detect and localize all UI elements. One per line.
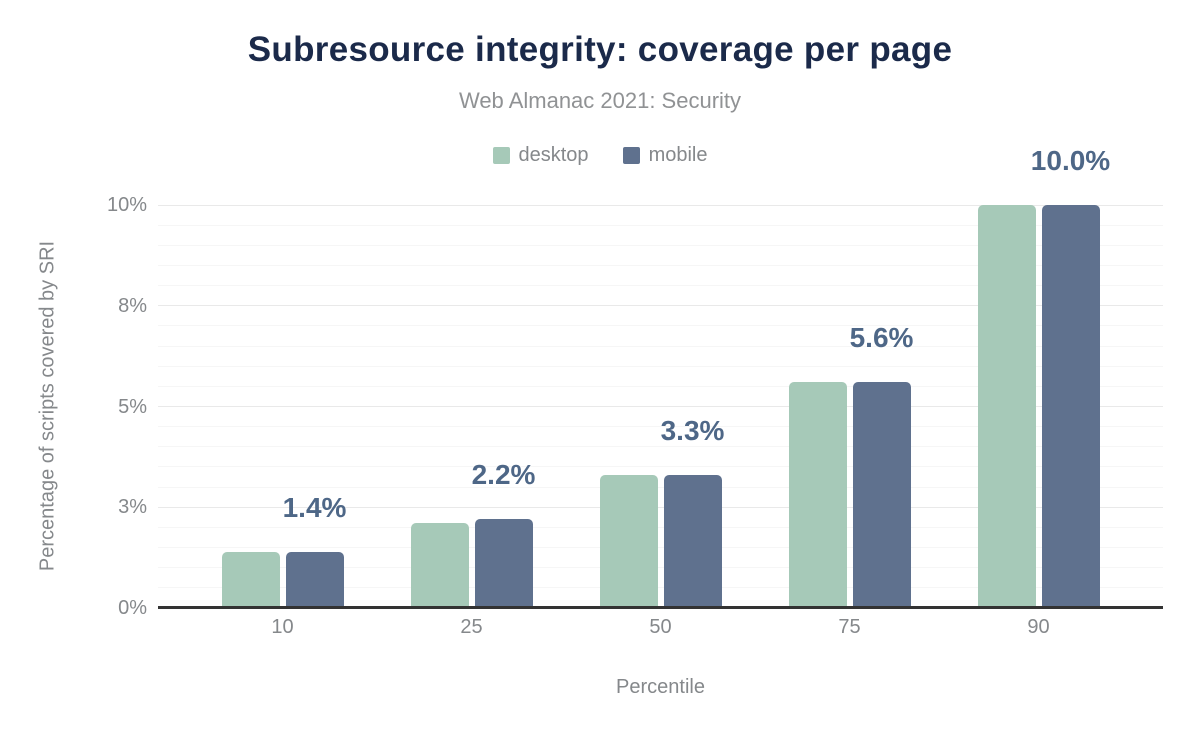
bar-desktop-p10[interactable]: [221, 551, 280, 608]
bar-desktop-p75[interactable]: [788, 382, 847, 608]
gridline-minor: [158, 244, 1163, 246]
bar-value-label-p50: 3.3%: [660, 415, 725, 447]
bar-group-p25: 2.2%: [377, 205, 566, 608]
bar-value-label-p10: 1.4%: [282, 491, 347, 523]
legend-swatch-desktop: [492, 146, 510, 164]
x-tick-label-90: 90: [1027, 616, 1050, 638]
y-tick-label-0%: 0%: [118, 597, 147, 619]
gridline-minor: [158, 345, 1163, 347]
bar-desktop-p50[interactable]: [599, 475, 658, 608]
y-tick-label-10%: 10%: [106, 194, 147, 216]
x-tick-label-50: 50: [649, 616, 672, 638]
gridline-major: [158, 305, 1163, 307]
gridline-major: [158, 406, 1163, 407]
gridline-minor: [158, 567, 1163, 569]
x-tick-label-10: 10: [271, 616, 294, 638]
bar-mobile-p75[interactable]: [852, 382, 911, 608]
bar-value-label-p90: 10.0%: [1030, 145, 1111, 176]
gridline-minor: [158, 426, 1163, 428]
x-axis-tick-labels: 10 25 50 75 90: [158, 616, 1163, 639]
gridline-minor: [158, 285, 1163, 287]
chart-legend: desktop mobile: [0, 141, 1200, 169]
legend-label-desktop: desktop: [518, 143, 589, 166]
bar-value-label-p25: 2.2%: [471, 459, 536, 491]
bar-mobile-p25[interactable]: [474, 519, 533, 608]
gridline-minor: [158, 264, 1163, 266]
legend-label-mobile: mobile: [648, 143, 708, 166]
bar-value-label-p75: 5.6%: [849, 322, 914, 354]
gridline-minor: [158, 486, 1163, 488]
x-axis-line: [158, 606, 1163, 609]
bar-mobile-p90[interactable]: [1041, 205, 1100, 608]
chart-title: Subresource integrity: coverage per page: [247, 30, 953, 69]
bar-desktop-p90[interactable]: [977, 205, 1036, 608]
bar-mobile-p10[interactable]: [285, 551, 344, 608]
gridline-minor: [158, 446, 1163, 448]
gridline-major: [158, 506, 1163, 508]
legend-swatch-mobile: [622, 146, 640, 164]
bar-desktop-p25[interactable]: [410, 523, 469, 608]
gridline-minor: [158, 325, 1163, 327]
y-axis-title: Percentage of scripts covered by SRI: [36, 240, 59, 572]
x-tick-label-75: 75: [838, 616, 861, 638]
legend-item-mobile: mobile: [622, 143, 708, 167]
bar-group-p90: 10.0%: [944, 147, 1133, 608]
gridline-minor: [158, 224, 1163, 226]
y-tick-label-8%: 8%: [118, 294, 147, 317]
gridline-minor: [158, 526, 1163, 528]
y-tick-label-3%: 3%: [118, 496, 147, 519]
chart-subtitle: Web Almanac 2021: Security: [458, 88, 742, 113]
bar-group-p50: 3.3%: [566, 205, 755, 608]
gridline-minor: [158, 547, 1163, 549]
x-axis-title: Percentile: [616, 676, 705, 698]
y-tick-label-5%: 5%: [118, 395, 147, 418]
x-tick-label-25: 25: [460, 616, 483, 638]
bar-group-p10: 1.4%: [188, 205, 377, 608]
gridline-minor: [158, 385, 1163, 387]
bar-group-p75: 5.6%: [755, 205, 944, 608]
legend-item-desktop: desktop: [492, 143, 589, 167]
gridline-minor: [158, 587, 1163, 589]
bar-groups: 1.4% 2.2% 3.3% 5.6% 10.0%: [158, 147, 1163, 608]
plot-area: 1.4% 2.2% 3.3% 5.6% 10.0%: [158, 147, 1163, 609]
gridline-minor: [158, 365, 1163, 367]
gridline-minor: [158, 466, 1163, 468]
gridline-major: [158, 204, 1163, 206]
bar-mobile-p50[interactable]: [663, 475, 722, 608]
